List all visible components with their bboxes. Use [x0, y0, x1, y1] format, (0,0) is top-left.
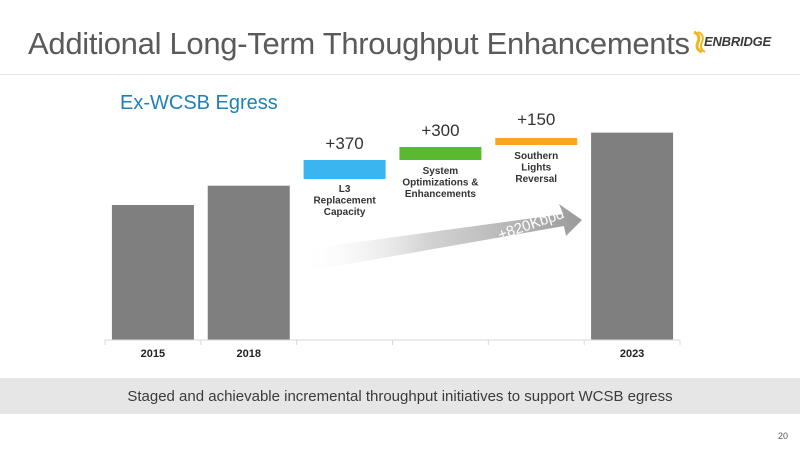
increment-category-label: Lights [521, 163, 551, 174]
page-title: Additional Long-Term Throughput Enhancem… [28, 26, 690, 61]
x-tick-label-2018: 2018 [237, 348, 261, 360]
footer-caption: Staged and achievable incremental throug… [127, 388, 673, 405]
x-tick-label-2023: 2023 [620, 348, 644, 360]
x-tick-label-2015: 2015 [141, 348, 165, 360]
increment-category-label: Southern [514, 151, 558, 162]
growth-arrow-label: +820Kbpd [496, 205, 567, 243]
increment-bar-2 [399, 147, 482, 160]
increment-bar-1 [303, 160, 386, 179]
increment-value-label: +150 [517, 110, 555, 129]
footer-band [0, 378, 800, 414]
increment-value-label: +370 [325, 134, 363, 153]
bar-2023 [591, 132, 674, 340]
increment-category-label: Optimizations & [402, 178, 478, 189]
increment-category-label: System [423, 166, 459, 177]
increment-category-label: Replacement [313, 196, 376, 207]
bar-2015 [111, 204, 194, 340]
increment-category-label: L3 [339, 184, 351, 195]
logo-text: ENBRIDGE [704, 34, 772, 49]
chart-subtitle: Ex-WCSB Egress [120, 92, 278, 114]
increment-category-label: Capacity [324, 207, 366, 218]
growth-arrow [300, 204, 582, 272]
page-number: 20 [777, 431, 788, 441]
increment-bar-3 [495, 138, 578, 145]
increment-category-label: Reversal [515, 174, 557, 185]
bar-2018 [207, 185, 290, 340]
increment-category-label: Enhancements [405, 189, 477, 200]
title-divider [0, 74, 800, 75]
enbridge-logo: ENBRIDGE [690, 30, 790, 54]
enbridge-logo-icon [693, 30, 706, 54]
increment-value-label: +300 [421, 121, 459, 140]
